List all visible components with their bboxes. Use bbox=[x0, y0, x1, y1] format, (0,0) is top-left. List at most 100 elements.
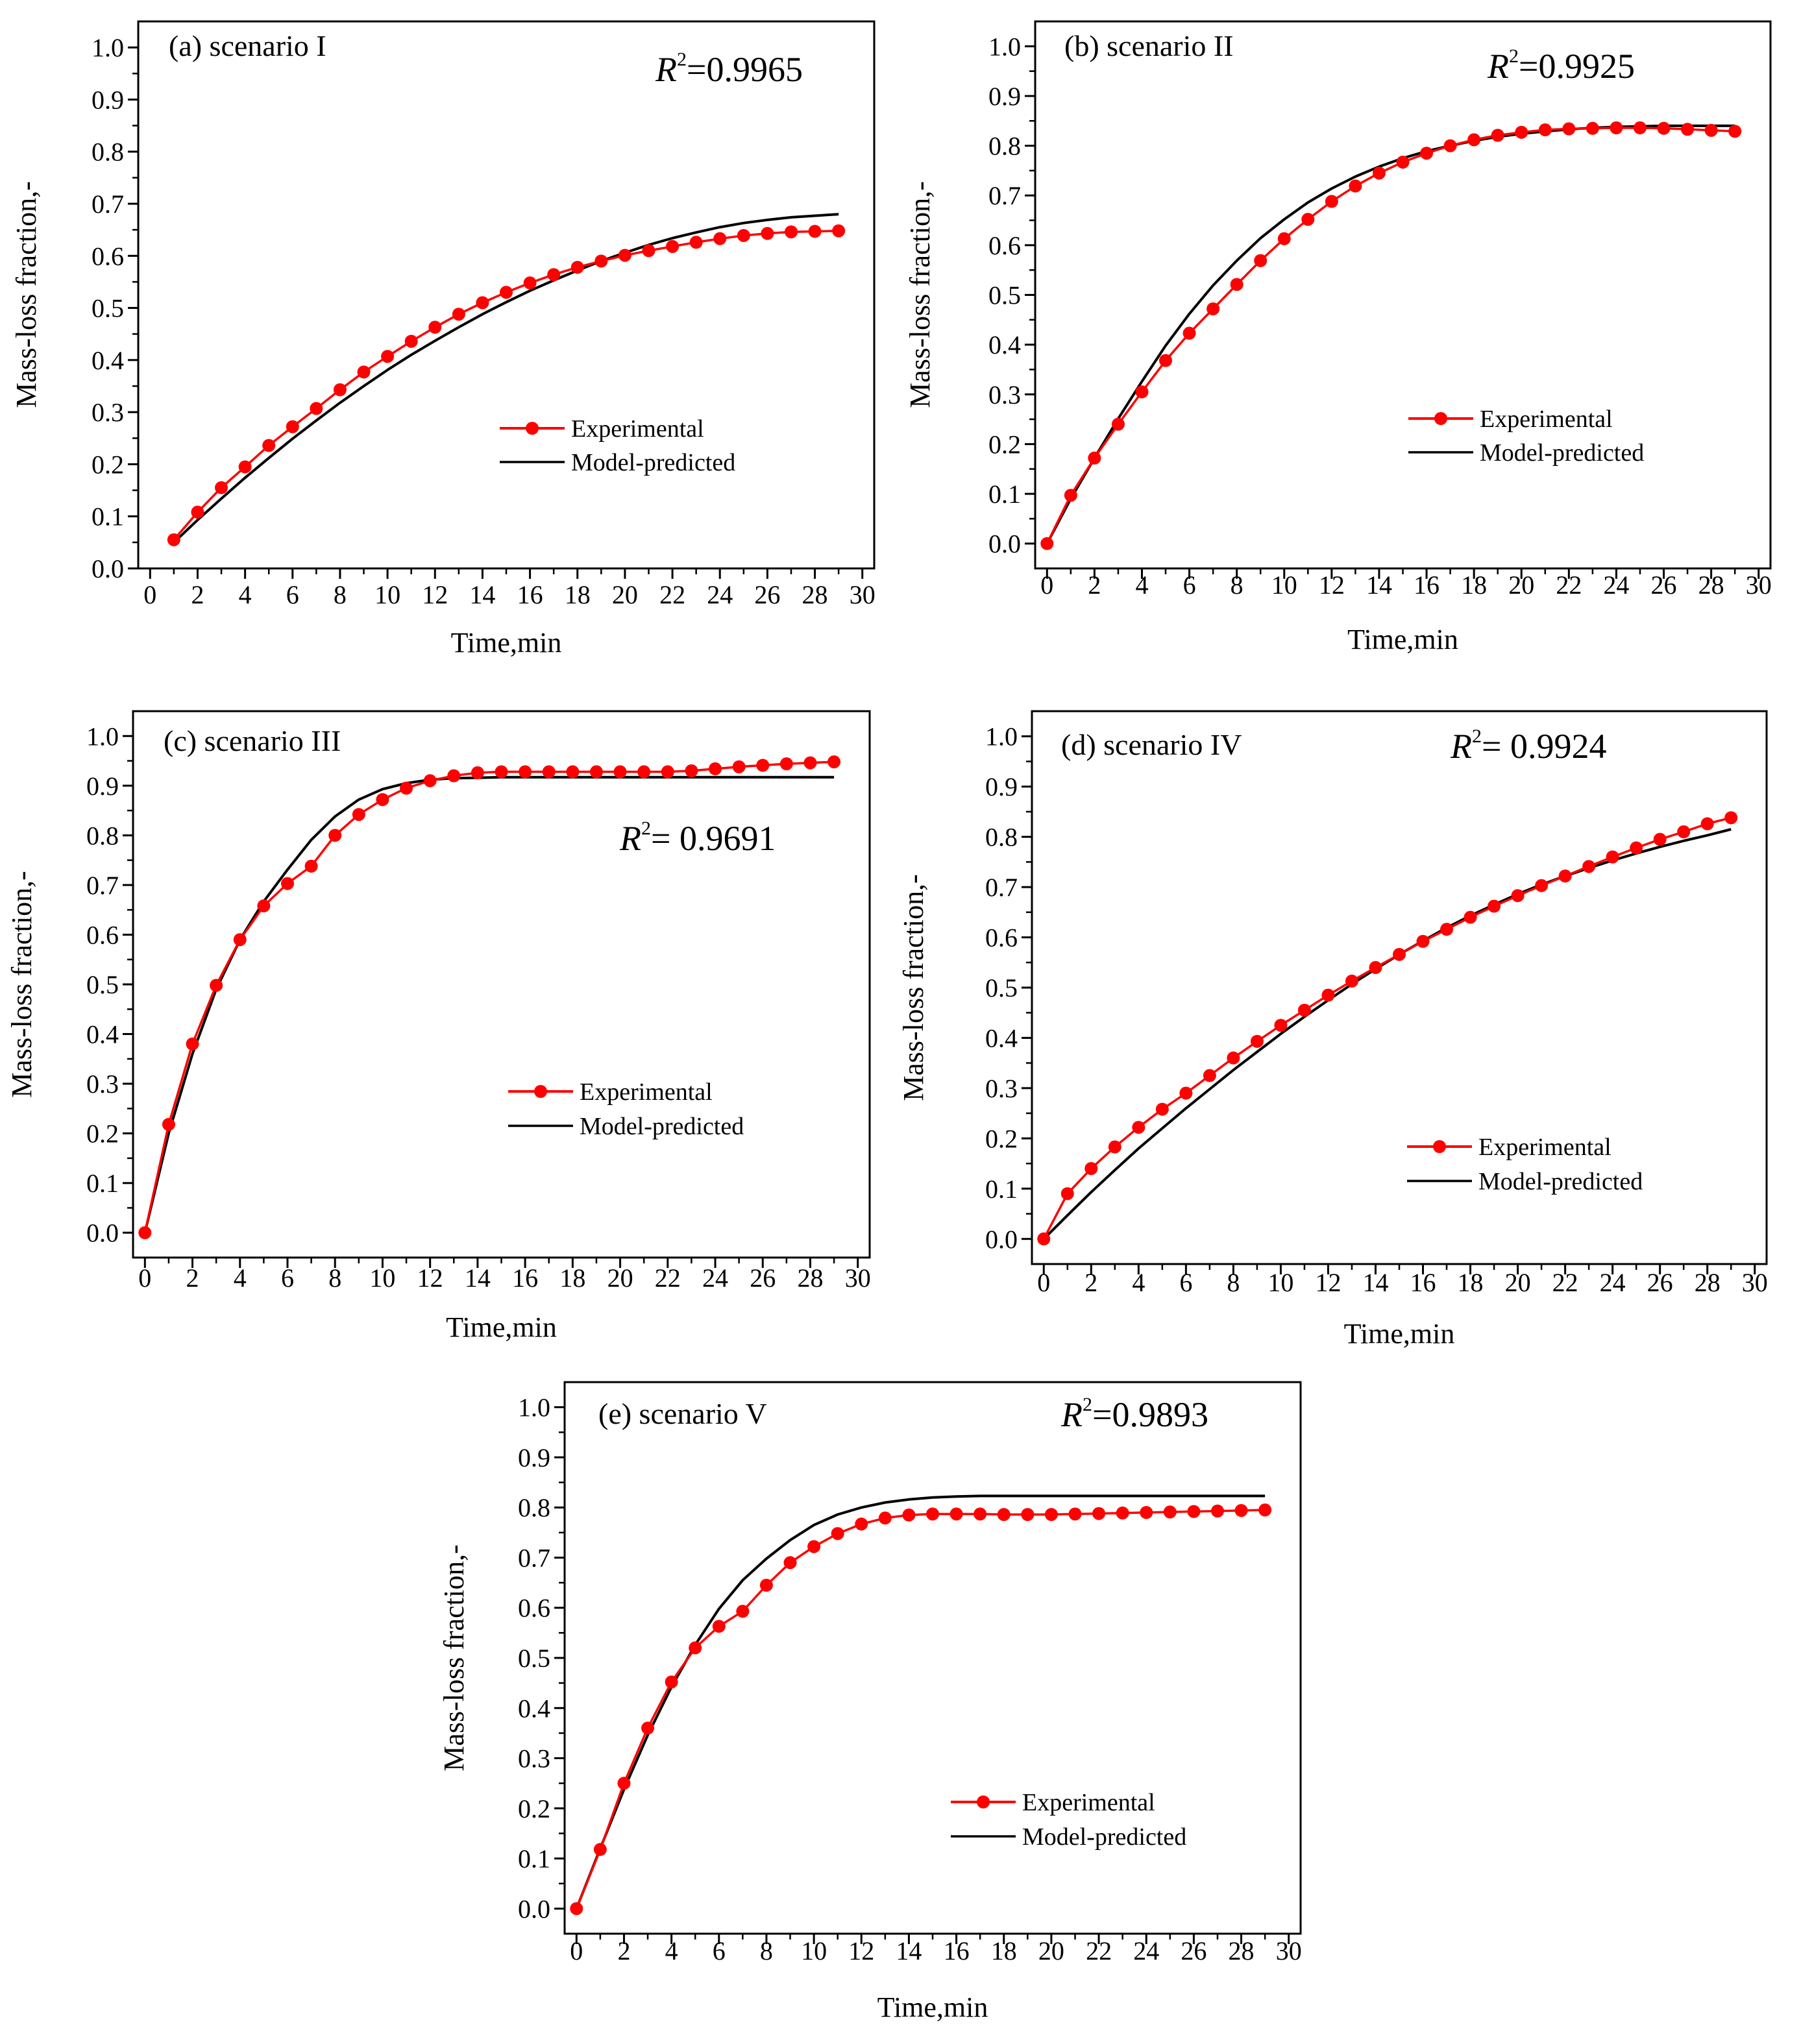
panel-b-x-tick-label: 30 bbox=[1746, 570, 1772, 600]
panel-d-y-tick-label: 0.3 bbox=[985, 1074, 1018, 1103]
panel-a-x-tick-label: 28 bbox=[802, 580, 828, 609]
panel-a-experimental-point bbox=[784, 225, 798, 239]
panel-a-experimental-point bbox=[500, 286, 513, 299]
panel-c-x-tick-label: 12 bbox=[417, 1263, 443, 1293]
panel-b-experimental-point bbox=[1207, 302, 1220, 315]
panel-e-experimental-point bbox=[1116, 1506, 1129, 1520]
panel-b-x-tick-label: 4 bbox=[1135, 570, 1148, 600]
panel-e-experimental-point bbox=[926, 1507, 939, 1521]
panel-b-experimental-point bbox=[1088, 451, 1101, 465]
panel-c-r2-annotation: R2= 0.9691 bbox=[619, 818, 776, 858]
panel-c-experimental-point bbox=[257, 899, 271, 913]
panel-c-x-tick-label: 22 bbox=[655, 1263, 681, 1293]
panel-d-experimental-point bbox=[1345, 974, 1358, 988]
panel-b-experimental-point bbox=[1254, 254, 1268, 267]
panel-d-x-tick-label: 28 bbox=[1695, 1268, 1721, 1297]
panel-d-experimental-point bbox=[1274, 1019, 1288, 1032]
panel-b-r2-annotation: R2=0.9925 bbox=[1487, 45, 1635, 86]
panel-b-experimental-point bbox=[1135, 385, 1149, 398]
panel-d-legend-model-label: Model-predicted bbox=[1478, 1168, 1643, 1195]
panel-d-experimental-point bbox=[1369, 961, 1382, 975]
panel-e-y-tick-label: 0.6 bbox=[518, 1594, 550, 1623]
panel-e-legend-model-label: Model-predicted bbox=[1022, 1823, 1186, 1851]
panel-a-experimental-point bbox=[737, 228, 750, 242]
panel-b-experimental-point bbox=[1182, 326, 1196, 340]
panel-e-y-tick-label: 0.7 bbox=[518, 1543, 550, 1572]
panel-c-x-tick-label: 30 bbox=[845, 1263, 871, 1293]
panel-a-experimental-point bbox=[761, 226, 774, 240]
panel-d-experimental-point bbox=[1393, 947, 1406, 961]
panel-d-y-tick-label: 0.8 bbox=[985, 823, 1018, 852]
panel-e-legend-experimental-marker bbox=[977, 1795, 990, 1808]
panel-d-y-tick-label: 0.9 bbox=[985, 772, 1018, 801]
panel-e-experimental-point bbox=[950, 1507, 963, 1521]
panel-a-x-tick-label: 24 bbox=[707, 580, 733, 609]
panel-d-y-tick-label: 0.6 bbox=[985, 923, 1018, 953]
panel-e-x-tick-label: 16 bbox=[944, 1936, 970, 1965]
panel-b-y-tick-label: 0.4 bbox=[988, 330, 1021, 359]
panel-d-y-tick-label: 0.4 bbox=[985, 1023, 1018, 1052]
panel-a-y-tick-label: 0.7 bbox=[92, 189, 124, 219]
panel-a-y-axis-title: Mass-loss fraction,- bbox=[10, 181, 42, 408]
panel-d-experimental-point bbox=[1488, 899, 1501, 913]
panel-c-y-tick-label: 0.0 bbox=[86, 1219, 119, 1248]
panel-d-experimental-point bbox=[1321, 988, 1335, 1002]
panel-b-experimental-point bbox=[1704, 123, 1718, 137]
panel-e-y-tick-label: 1.0 bbox=[518, 1393, 550, 1422]
panel-e-experimental-point bbox=[997, 1508, 1011, 1521]
panel-d-experimental-point bbox=[1132, 1121, 1146, 1134]
panel-e-experimental-point bbox=[974, 1507, 987, 1521]
panel-e-experimental-point bbox=[1044, 1508, 1058, 1521]
panel-e-experimental-point bbox=[807, 1540, 821, 1553]
panel-b-experimental-point bbox=[1586, 121, 1599, 135]
panel-c-x-tick-label: 6 bbox=[281, 1263, 294, 1293]
panel-e-experimental-point bbox=[783, 1556, 797, 1570]
panel-d-label: (d) scenario IV bbox=[1061, 728, 1242, 761]
panel-c-x-tick-label: 8 bbox=[328, 1263, 341, 1293]
panel-a-experimental-point bbox=[713, 232, 727, 245]
panel-c-x-tick-label: 28 bbox=[797, 1263, 823, 1293]
panel-a-experimental-point bbox=[404, 334, 418, 348]
panel-e-experimental-point bbox=[1187, 1505, 1201, 1518]
panel-d-experimental-point bbox=[1582, 860, 1596, 873]
panel-c-experimental-point bbox=[304, 859, 318, 873]
panel-a-legend-experimental-marker bbox=[526, 422, 539, 435]
panel-e-y-axis-title: Mass-loss fraction,- bbox=[438, 1544, 470, 1771]
panel-e-experimental-point bbox=[570, 1902, 583, 1916]
panel-b-experimental-point bbox=[1325, 195, 1338, 208]
panel-b-y-tick-label: 0.0 bbox=[988, 529, 1021, 559]
panel-d-y-tick-label: 0.1 bbox=[985, 1174, 1018, 1204]
panel-a-y-tick-label: 0.0 bbox=[92, 554, 124, 583]
panel-b-x-tick-label: 2 bbox=[1088, 570, 1101, 600]
panel-e-y-tick-label: 0.3 bbox=[518, 1744, 550, 1773]
panel-e-experimental-point bbox=[902, 1508, 916, 1522]
panel-c-experimental-point bbox=[423, 774, 437, 788]
panel-c-y-axis-title: Mass-loss fraction,- bbox=[6, 871, 38, 1098]
panel-d-experimental-point bbox=[1416, 934, 1430, 948]
panel-a-experimental-point bbox=[191, 505, 204, 519]
panel-c-experimental-point bbox=[779, 757, 793, 771]
panel-e-x-tick-label: 2 bbox=[617, 1936, 630, 1965]
panel-d-experimental-point bbox=[1203, 1069, 1216, 1082]
panel-e-x-tick-label: 8 bbox=[760, 1936, 773, 1965]
panel-e-x-tick-label: 24 bbox=[1133, 1936, 1159, 1965]
panel-a-experimental-point bbox=[523, 276, 537, 290]
panel-e-x-tick-label: 0 bbox=[570, 1936, 583, 1965]
panel-b-experimental-point bbox=[1277, 232, 1291, 245]
panel-d-experimental-point bbox=[1108, 1140, 1121, 1154]
panel-a-x-tick-label: 12 bbox=[422, 580, 448, 609]
panel-b-x-tick-label: 24 bbox=[1603, 570, 1629, 600]
panel-c-y-tick-label: 1.0 bbox=[86, 722, 119, 751]
panel-d-experimental-point bbox=[1511, 889, 1525, 903]
panel-c-experimental-point bbox=[138, 1226, 152, 1239]
panel-c-experimental-point bbox=[352, 808, 365, 821]
panel-d-y-tick-label: 0.0 bbox=[985, 1224, 1018, 1254]
panel-b-x-tick-label: 16 bbox=[1414, 570, 1440, 600]
panel-a-experimental-point bbox=[547, 268, 561, 282]
panel-a-x-tick-label: 0 bbox=[143, 580, 156, 609]
panel-c-y-tick-label: 0.5 bbox=[86, 970, 119, 999]
panel-b-experimental-point bbox=[1420, 147, 1434, 160]
panel-a-experimental-point bbox=[689, 236, 703, 249]
panel-c-y-tick-label: 0.8 bbox=[86, 821, 119, 850]
panel-c-x-tick-label: 24 bbox=[702, 1263, 728, 1293]
